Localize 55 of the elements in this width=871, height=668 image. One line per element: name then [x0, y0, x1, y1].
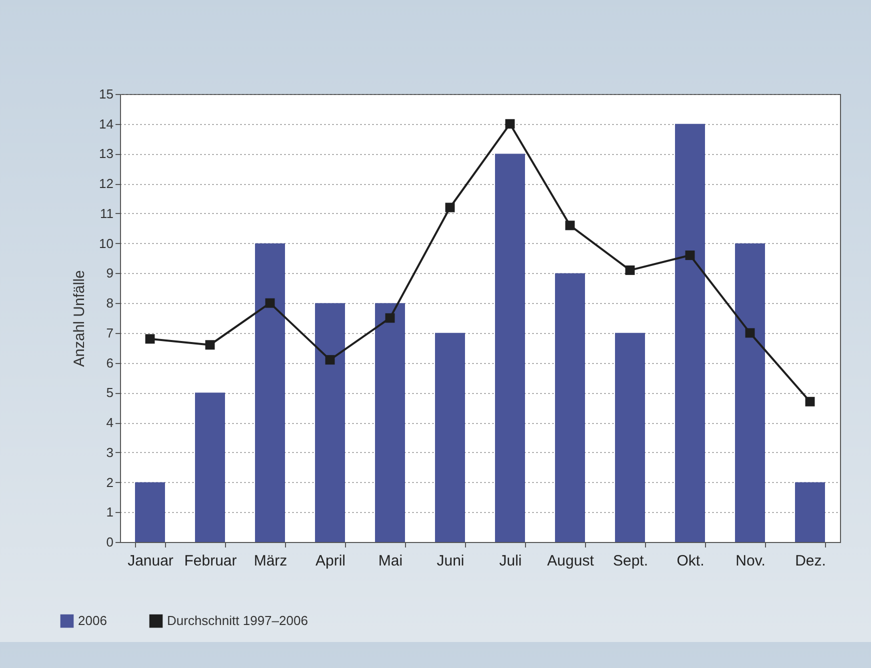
- bar: [495, 154, 525, 542]
- y-axis-title: Anzahl Unfälle: [71, 270, 88, 367]
- point: [805, 396, 815, 406]
- x-tick-label: August: [547, 552, 595, 570]
- bar: [555, 273, 585, 542]
- point: [145, 334, 155, 344]
- point: [325, 355, 335, 365]
- bar: [615, 332, 645, 542]
- y-tick-label: 15: [99, 86, 114, 102]
- y-tick-label: 0: [106, 534, 114, 550]
- y-tick-label: 2: [106, 474, 114, 490]
- x-tick-label: Mai: [378, 552, 403, 570]
- x-tick-label: Okt.: [676, 552, 704, 570]
- y-tick-label: 5: [106, 385, 114, 400]
- x-tick-label: April: [315, 552, 346, 570]
- y-tick-label: 6: [106, 355, 114, 370]
- bar: [795, 482, 825, 542]
- x-tick-label: Dez.: [795, 552, 826, 570]
- bar: [315, 303, 345, 542]
- bar: [195, 392, 225, 542]
- bar: [375, 303, 405, 542]
- legend-label: Durchschnitt 1997–2006: [167, 613, 308, 628]
- y-tick-label: 8: [106, 296, 114, 311]
- x-tick-label: Februar: [184, 552, 237, 570]
- y-tick-label: 10: [99, 236, 114, 251]
- point: [385, 313, 395, 323]
- point: [565, 220, 575, 230]
- y-tick-label: 1: [106, 504, 114, 520]
- x-tick-label: Nov.: [736, 552, 766, 570]
- x-tick-label: Juni: [436, 552, 464, 570]
- x-tick-label: Juli: [499, 552, 522, 570]
- bar: [735, 243, 765, 542]
- bar: [675, 124, 705, 542]
- x-tick-label: Januar: [128, 552, 174, 570]
- point: [205, 340, 215, 350]
- y-tick-label: 9: [106, 266, 114, 281]
- bar: [255, 243, 285, 542]
- point: [265, 298, 275, 308]
- y-tick-label: 3: [106, 444, 114, 460]
- point: [685, 250, 695, 260]
- x-tick-label: Sept.: [612, 552, 648, 570]
- bar: [135, 482, 165, 542]
- point: [625, 265, 635, 275]
- x-tick-label: März: [254, 552, 288, 570]
- y-tick-label: 13: [99, 146, 114, 162]
- point: [505, 119, 515, 129]
- y-tick-label: 4: [106, 415, 114, 430]
- y-tick-label: 12: [99, 176, 114, 192]
- legend-label: 2006: [78, 613, 107, 628]
- bar: [435, 332, 465, 542]
- y-tick-label: 14: [99, 116, 114, 132]
- point: [445, 202, 455, 212]
- y-tick-label: 11: [100, 206, 114, 221]
- point: [745, 328, 755, 338]
- y-tick-label: 7: [106, 325, 114, 340]
